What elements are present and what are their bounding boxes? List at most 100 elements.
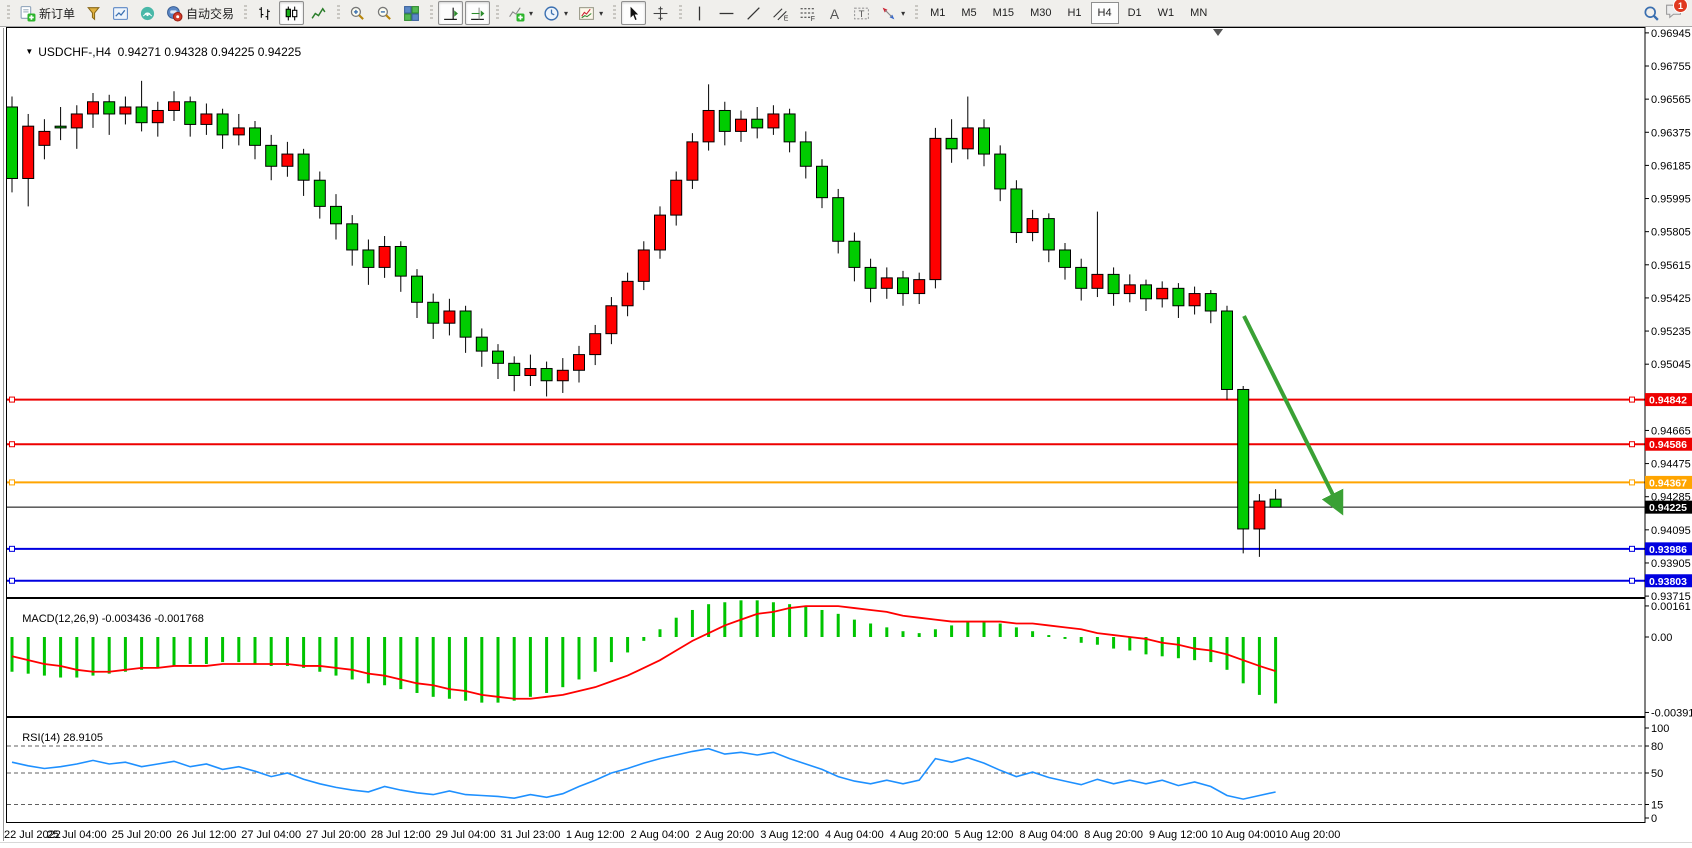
candle-body — [540, 368, 553, 382]
timeframe-M1-button[interactable]: M1 — [930, 7, 946, 19]
chart-title-collapse-icon[interactable]: ▼ — [25, 47, 34, 56]
chart-window-button[interactable] — [108, 1, 133, 25]
toolbar-grip[interactable] — [428, 4, 435, 22]
auto-scroll-button[interactable] — [438, 1, 464, 25]
crosshair-icon — [653, 6, 668, 20]
date-label: 28 Jul 12:00 — [371, 829, 431, 841]
rsi-tick-label: 80 — [1651, 741, 1663, 753]
vertical-line-button[interactable] — [687, 1, 712, 25]
candle-body — [330, 205, 342, 225]
crosshair-button[interactable] — [648, 1, 673, 25]
candle-body — [994, 153, 1007, 190]
timeframe-H1-button[interactable]: H1 — [1067, 7, 1082, 19]
date-label: 22 Jul 2022 — [4, 829, 61, 841]
chevron-down-icon[interactable]: ▾ — [564, 8, 569, 18]
line-handle[interactable] — [1629, 577, 1635, 584]
candle-body — [945, 137, 958, 150]
line-handle[interactable] — [9, 441, 15, 448]
toolbar-grip[interactable] — [335, 4, 342, 22]
funnel-button[interactable] — [81, 1, 106, 25]
text-label-button[interactable]: T — [849, 1, 874, 25]
indicators-button[interactable]: ▾ — [504, 1, 537, 25]
macd-indicator-label: MACD(12,26,9) -0.003436 -0.001768 — [10, 601, 204, 637]
candlesticks-button[interactable] — [279, 1, 305, 25]
candle-body — [816, 165, 828, 199]
new-order-button[interactable]: 新订单 — [15, 1, 79, 25]
toolbar-group — [437, 0, 491, 26]
candle-body — [978, 127, 990, 155]
line-handle[interactable] — [1629, 545, 1635, 552]
rsi-value: 28.9105 — [63, 732, 103, 744]
main-toolbar: 新订单 自动交易 ▾ ▾ ▾ E F A T ▾ M1 M5 M15 M30 H1 H4 D1 W1 MN 1 — [0, 0, 1692, 27]
toolbar-grip[interactable] — [611, 4, 618, 22]
timeframe-M15-button[interactable]: M15 — [992, 7, 1015, 19]
templates-button[interactable]: ▾ — [574, 1, 607, 25]
periods-button[interactable]: ▾ — [539, 1, 572, 25]
line-chart-button[interactable] — [306, 1, 331, 25]
rsi-tick-label: 50 — [1651, 768, 1663, 780]
chart-shift-marker[interactable] — [1213, 29, 1223, 36]
date-label: 10 Aug 20:00 — [1276, 829, 1341, 841]
timeframe-M5-button[interactable]: M5 — [961, 7, 977, 19]
candle-body — [427, 301, 440, 324]
chevron-down-icon[interactable]: ▾ — [529, 8, 534, 18]
timeframe-D1-button[interactable]: D1 — [1127, 7, 1142, 19]
candle-body — [492, 350, 504, 364]
trendline-button[interactable] — [741, 1, 766, 25]
candle-body — [1188, 293, 1201, 307]
line-handle[interactable] — [9, 577, 15, 584]
notifications-button[interactable]: 1 — [1665, 0, 1688, 24]
zoom-out-button[interactable] — [372, 1, 397, 25]
ohlc-bars-button[interactable] — [252, 1, 277, 25]
line-handle[interactable] — [1629, 479, 1635, 486]
chevron-down-icon[interactable]: ▾ — [901, 8, 906, 18]
text-icon: A — [830, 5, 840, 21]
arrows-button[interactable]: ▾ — [876, 1, 909, 25]
tile-windows-button[interactable] — [399, 1, 424, 25]
timeframe-M30-button[interactable]: M30 — [1030, 7, 1052, 19]
toolbar-grip[interactable] — [913, 4, 920, 22]
date-label: 25 Jul 04:00 — [47, 829, 107, 841]
horizontal-line-button[interactable] — [714, 1, 739, 25]
new-order-icon — [20, 5, 36, 21]
equidistant-channel-icon: E — [773, 7, 789, 22]
toolbar-grip[interactable] — [677, 4, 684, 22]
candle-body — [1172, 287, 1185, 307]
toolbar-grip[interactable] — [494, 4, 501, 22]
line-handle[interactable] — [9, 396, 15, 403]
line-handle[interactable] — [1629, 396, 1635, 403]
chevron-down-icon[interactable]: ▾ — [599, 8, 604, 18]
search-button[interactable] — [1639, 1, 1664, 25]
line-handle[interactable] — [1629, 441, 1635, 448]
timeframe-MN-button[interactable]: MN — [1190, 7, 1208, 19]
price-tick-label: 0.93715 — [1651, 591, 1691, 603]
down-arrow-annotation[interactable] — [1242, 315, 1344, 516]
line-handle[interactable] — [9, 545, 15, 552]
date-label: 3 Aug 12:00 — [760, 829, 819, 841]
cursor-button[interactable] — [621, 1, 647, 25]
candle-body — [200, 113, 213, 125]
zoom-in-button[interactable] — [345, 1, 370, 25]
fibonacci-button[interactable]: F — [795, 1, 820, 25]
rsi-tick-label: 15 — [1651, 800, 1663, 812]
timeframe-W1-button[interactable]: W1 — [1157, 7, 1175, 19]
candle-body — [880, 277, 893, 289]
candlesticks-icon — [285, 6, 298, 20]
autotrade-button[interactable]: 自动交易 — [162, 1, 238, 25]
candle-body — [1140, 284, 1152, 300]
candle-body — [670, 179, 683, 216]
text-button[interactable]: A — [822, 1, 847, 25]
candle-body — [443, 310, 456, 324]
timeframe-H4-button[interactable]: H4 — [1090, 2, 1119, 24]
date-label: 8 Aug 04:00 — [1019, 829, 1078, 841]
toolbar-grip[interactable] — [242, 4, 249, 22]
date-label: 4 Aug 04:00 — [825, 829, 884, 841]
signal-button[interactable] — [135, 1, 160, 25]
line-handle[interactable] — [9, 479, 15, 486]
candle-body — [411, 275, 423, 303]
chart-shift-button[interactable] — [465, 1, 491, 25]
equidistant-channel-button[interactable]: E — [768, 1, 793, 25]
toolbar-grip[interactable] — [5, 4, 11, 22]
date-label: 2 Aug 04:00 — [631, 829, 690, 841]
